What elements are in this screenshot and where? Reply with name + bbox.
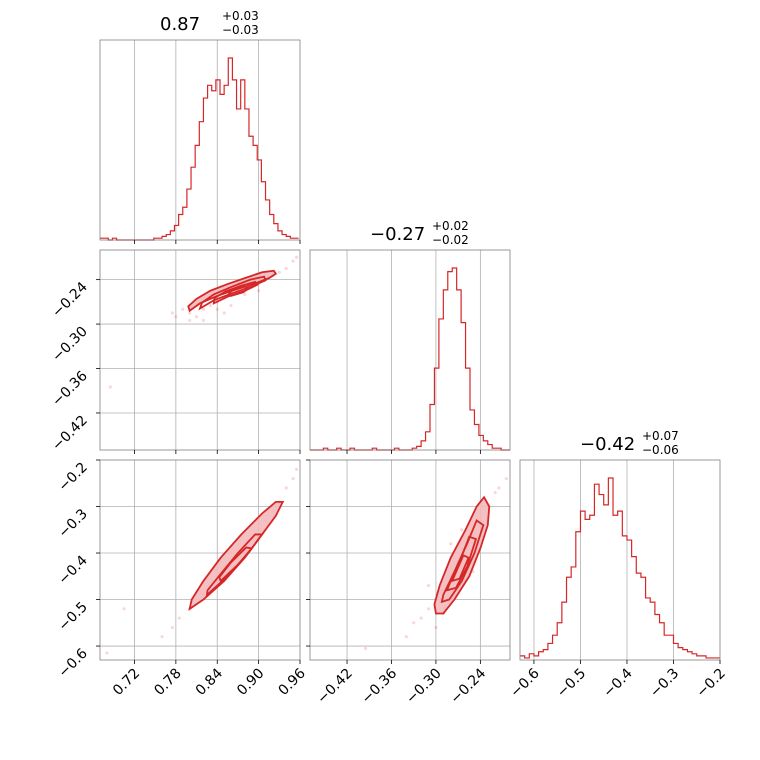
- parameter-title: −0.42: [580, 434, 635, 455]
- sample-point: [201, 307, 206, 311]
- panel-frame: [99, 459, 301, 661]
- histogram-series: [100, 57, 299, 241]
- density-group: [108, 255, 299, 389]
- sample-point: [194, 315, 199, 319]
- sample-point: [291, 259, 295, 263]
- sample-point: [404, 635, 408, 639]
- x-tick-label: −0.30: [403, 666, 445, 708]
- density-group: [363, 477, 508, 650]
- x-tick-label: 0.78: [151, 666, 184, 699]
- sample-point: [170, 311, 175, 315]
- sample-point: [284, 486, 288, 490]
- sample-point: [105, 651, 109, 655]
- title-lower-error: −0.02: [432, 233, 469, 247]
- sample-point: [208, 303, 212, 308]
- sample-point: [434, 625, 438, 630]
- title-lower-error: −0.03: [222, 23, 259, 37]
- x-tick-label: 0.90: [234, 666, 267, 699]
- sample-point: [294, 467, 299, 471]
- histogram-panel: [519, 459, 721, 661]
- contour-level: [227, 285, 250, 297]
- panel-frame: [309, 459, 511, 661]
- panel-frame: [519, 459, 721, 661]
- contour-level: [445, 535, 478, 592]
- sample-point: [449, 542, 453, 546]
- sample-point: [170, 625, 175, 630]
- x-tick-label: −0.3: [647, 666, 682, 701]
- panel-frame: [99, 249, 301, 451]
- contour-level: [218, 546, 254, 583]
- title-upper-error: +0.07: [642, 429, 679, 443]
- sample-point: [412, 621, 416, 625]
- sample-point: [419, 616, 423, 620]
- sample-point: [426, 583, 431, 588]
- contour-level: [450, 554, 470, 583]
- sample-point: [177, 616, 181, 620]
- sample-point: [108, 385, 112, 389]
- title-lower-error: −0.06: [642, 443, 679, 457]
- title-upper-error: +0.02: [432, 219, 469, 233]
- y-tick-label: −0.3: [55, 506, 90, 541]
- histogram-panel: [309, 249, 511, 451]
- sample-point: [426, 607, 431, 611]
- parameter-title: 0.87: [160, 14, 200, 35]
- sample-point: [160, 635, 164, 639]
- y-tick-label: −0.2: [55, 460, 90, 495]
- sample-point: [188, 318, 192, 322]
- x-tick-label: −0.6: [507, 665, 542, 700]
- y-tick-label: −0.42: [49, 412, 91, 454]
- x-tick-label: 0.96: [275, 665, 308, 698]
- contour-level: [198, 275, 267, 311]
- x-tick-label: −0.24: [448, 665, 490, 707]
- x-tick-label: −0.42: [314, 666, 356, 708]
- sample-point: [291, 477, 295, 481]
- title-upper-error: +0.03: [222, 9, 259, 23]
- panel-frame: [99, 39, 301, 241]
- scatter-panel: [309, 459, 511, 661]
- x-tick-label: −0.36: [359, 665, 401, 707]
- y-tick-label: −0.6: [55, 645, 90, 680]
- scatter-panel: [99, 249, 301, 451]
- parameter-title: −0.27: [370, 224, 425, 245]
- x-tick-label: −0.5: [554, 666, 589, 701]
- y-tick-label: −0.36: [49, 368, 91, 410]
- sample-point: [493, 490, 497, 495]
- y-tick-label: −0.4: [55, 552, 90, 587]
- density-group: [105, 467, 299, 655]
- x-tick-label: 0.72: [110, 666, 143, 699]
- histogram-series: [520, 477, 720, 659]
- x-tick-label: −0.2: [693, 666, 728, 701]
- x-tick-label: −0.4: [600, 665, 635, 700]
- sample-point: [122, 607, 126, 611]
- sample-point: [497, 486, 501, 490]
- sample-point: [222, 311, 226, 315]
- sample-point: [243, 292, 247, 297]
- scatter-panel: [99, 459, 301, 661]
- y-tick-label: −0.5: [55, 599, 90, 634]
- sample-point: [181, 307, 185, 311]
- x-tick-label: 0.84: [193, 665, 226, 698]
- sample-point: [294, 255, 299, 260]
- sample-point: [188, 311, 192, 315]
- sample-point: [504, 477, 508, 481]
- histogram-panel: [99, 39, 301, 241]
- y-tick-label: −0.24: [49, 279, 91, 321]
- sample-point: [257, 289, 261, 293]
- sample-point: [201, 318, 206, 322]
- sample-point: [460, 528, 464, 532]
- sample-point: [229, 303, 233, 308]
- sample-point: [284, 266, 288, 271]
- sample-point: [363, 646, 368, 650]
- sample-point: [215, 307, 219, 311]
- y-tick-label: −0.30: [49, 324, 91, 366]
- sample-point: [277, 270, 281, 274]
- sample-point: [174, 315, 178, 319]
- panel-frame: [309, 249, 511, 451]
